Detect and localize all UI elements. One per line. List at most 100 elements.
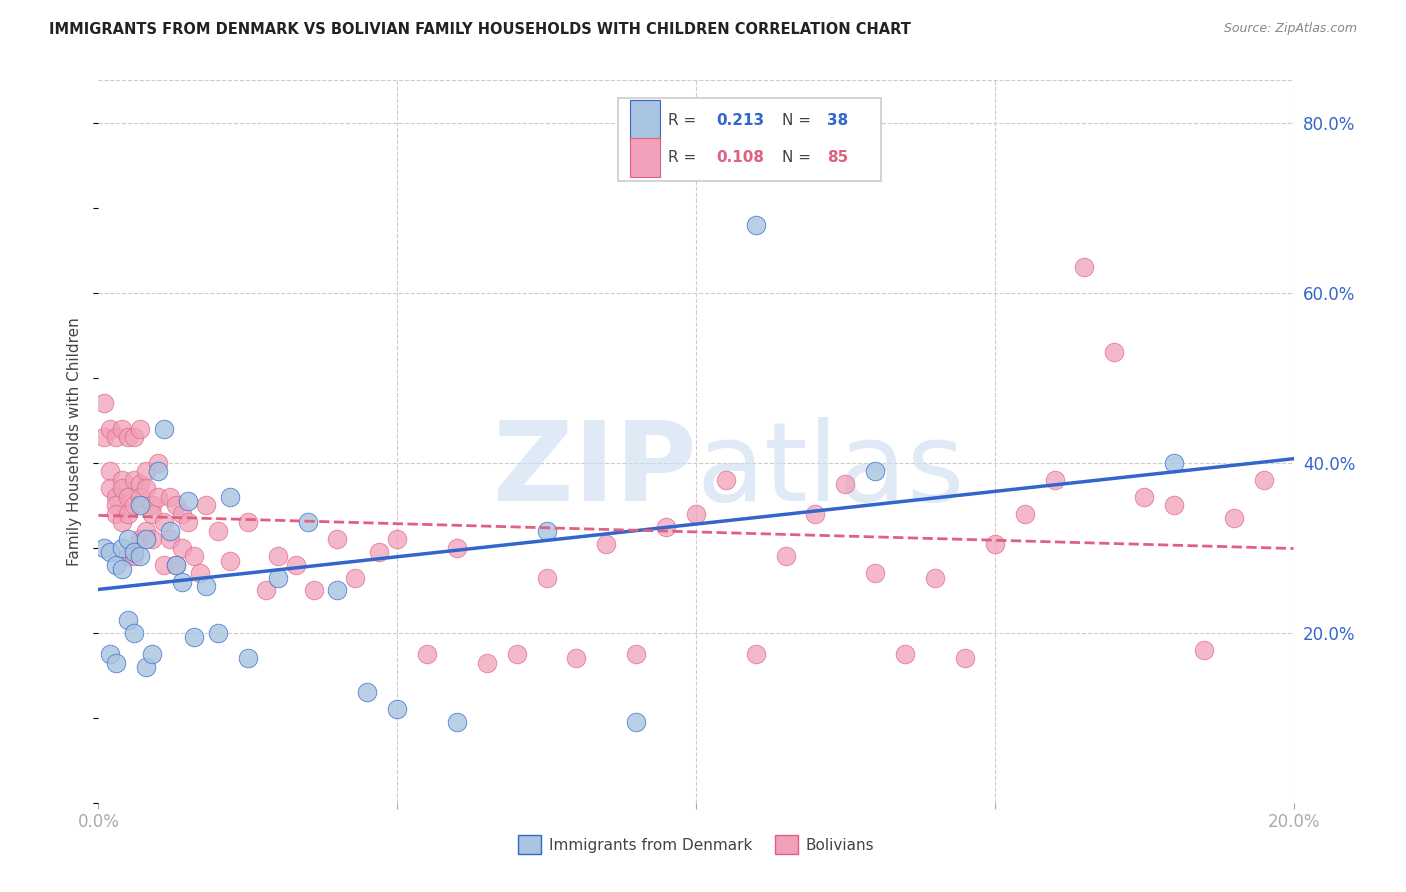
Point [894, 647, 917, 661]
Point [117, 549, 139, 564]
Point [183, 549, 205, 564]
Point [267, 570, 290, 584]
Point [834, 477, 856, 491]
Point [105, 430, 128, 444]
Point [153, 516, 176, 530]
Point [1223, 511, 1246, 525]
Point [117, 490, 139, 504]
Point [865, 464, 887, 478]
Point [984, 536, 1007, 550]
Point [124, 473, 146, 487]
Point [111, 541, 134, 555]
Point [302, 583, 325, 598]
Point [135, 464, 157, 478]
Point [105, 498, 128, 512]
Point [685, 507, 707, 521]
Text: atlas: atlas [696, 417, 965, 524]
Point [117, 533, 139, 547]
Point [159, 490, 181, 504]
Text: IMMIGRANTS FROM DENMARK VS BOLIVIAN FAMILY HOUSEHOLDS WITH CHILDREN CORRELATION : IMMIGRANTS FROM DENMARK VS BOLIVIAN FAMI… [49, 22, 911, 37]
Text: ZIP: ZIP [492, 417, 696, 524]
Point [111, 516, 134, 530]
Text: R =: R = [668, 112, 702, 128]
Point [446, 714, 468, 729]
Point [141, 647, 163, 661]
Point [344, 570, 367, 584]
Point [565, 651, 588, 665]
Point [98, 464, 122, 478]
Y-axis label: Family Households with Children: Family Households with Children [67, 318, 83, 566]
Point [195, 498, 218, 512]
Point [111, 422, 134, 436]
Point [148, 464, 170, 478]
Text: 0.108: 0.108 [716, 150, 765, 165]
Point [172, 541, 194, 555]
Point [135, 481, 157, 495]
Point [153, 422, 176, 436]
Point [385, 702, 409, 716]
Point [172, 507, 194, 521]
Point [124, 430, 146, 444]
Point [1043, 473, 1066, 487]
Point [135, 524, 157, 538]
Point [326, 533, 349, 547]
Point [267, 549, 290, 564]
Point [385, 533, 409, 547]
Point [135, 533, 157, 547]
Point [93, 396, 115, 410]
Point [1014, 507, 1036, 521]
Point [93, 430, 115, 444]
Point [148, 490, 170, 504]
Point [745, 218, 768, 232]
Text: 85: 85 [827, 150, 849, 165]
Point [165, 498, 187, 512]
Point [745, 647, 768, 661]
Point [506, 647, 529, 661]
Point [129, 477, 152, 491]
Point [129, 533, 152, 547]
Bar [630, 137, 661, 178]
Point [207, 625, 229, 640]
Point [195, 579, 218, 593]
Point [93, 541, 115, 555]
Point [159, 533, 181, 547]
Point [536, 570, 558, 584]
Point [626, 647, 648, 661]
Point [1104, 345, 1126, 359]
Point [117, 430, 139, 444]
Point [326, 583, 349, 598]
Point [141, 498, 163, 512]
Point [536, 524, 558, 538]
Point [111, 562, 134, 576]
Point [177, 494, 200, 508]
Point [165, 558, 187, 572]
Point [188, 566, 211, 581]
Point [129, 549, 152, 564]
Point [219, 553, 242, 567]
Point [219, 490, 242, 504]
Point [655, 519, 678, 533]
Point [148, 456, 170, 470]
FancyBboxPatch shape [619, 98, 882, 181]
Point [924, 570, 946, 584]
Point [368, 545, 391, 559]
Text: N =: N = [782, 150, 815, 165]
Point [98, 481, 122, 495]
Point [105, 490, 128, 504]
Point [207, 524, 229, 538]
Text: 38: 38 [827, 112, 849, 128]
Point [117, 507, 139, 521]
Point [297, 516, 319, 530]
Point [236, 516, 259, 530]
Text: N =: N = [782, 112, 815, 128]
Point [141, 507, 163, 521]
Point [129, 422, 152, 436]
Text: 0.213: 0.213 [716, 112, 765, 128]
Point [159, 524, 181, 538]
Point [111, 481, 134, 495]
Point [135, 660, 157, 674]
Point [183, 630, 205, 644]
Point [1133, 490, 1156, 504]
Point [254, 583, 277, 598]
Point [626, 714, 648, 729]
